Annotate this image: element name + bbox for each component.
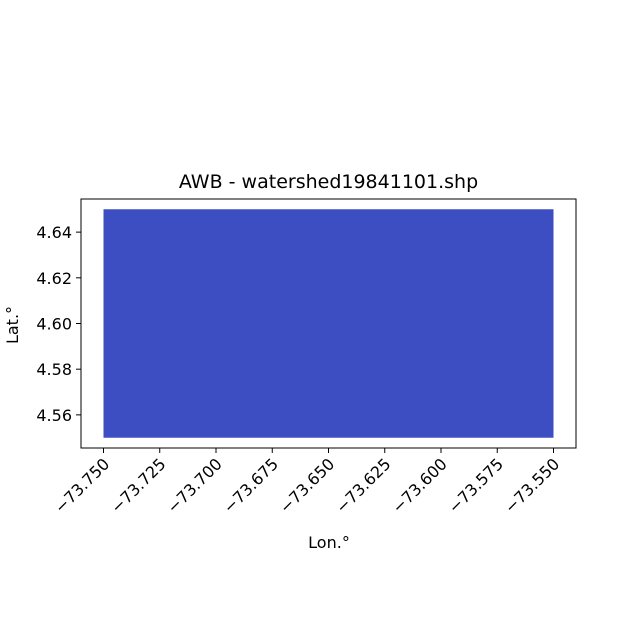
y-tick-label: 4.64 [36, 223, 72, 242]
y-tick-label: 4.58 [36, 360, 72, 379]
x-tick-label: −73.600 [388, 454, 451, 517]
chart-title: AWB - watershed19841101.shp [179, 171, 478, 193]
y-tick-label: 4.60 [36, 315, 72, 334]
y-axis-label: Lat.° [3, 306, 22, 344]
x-tick-label: −73.550 [501, 454, 564, 517]
x-tick-label: −73.725 [107, 454, 170, 517]
x-tick-label: −73.750 [51, 454, 114, 517]
x-axis-ticks: −73.750−73.725−73.700−73.675−73.650−73.6… [51, 448, 564, 517]
x-tick-label: −73.575 [445, 454, 508, 517]
x-tick-label: −73.650 [276, 454, 339, 517]
plot-data-layer [103, 209, 554, 438]
y-tick-label: 4.62 [36, 269, 72, 288]
watershed-polygon [103, 209, 554, 438]
x-tick-label: −73.625 [332, 454, 395, 517]
y-tick-label: 4.56 [36, 406, 72, 425]
x-tick-label: −73.700 [163, 454, 226, 517]
x-tick-label: −73.675 [220, 454, 283, 517]
x-axis-label: Lon.° [308, 533, 350, 552]
y-axis-ticks: 4.56 4.58 4.60 4.62 4.64 [36, 223, 81, 425]
